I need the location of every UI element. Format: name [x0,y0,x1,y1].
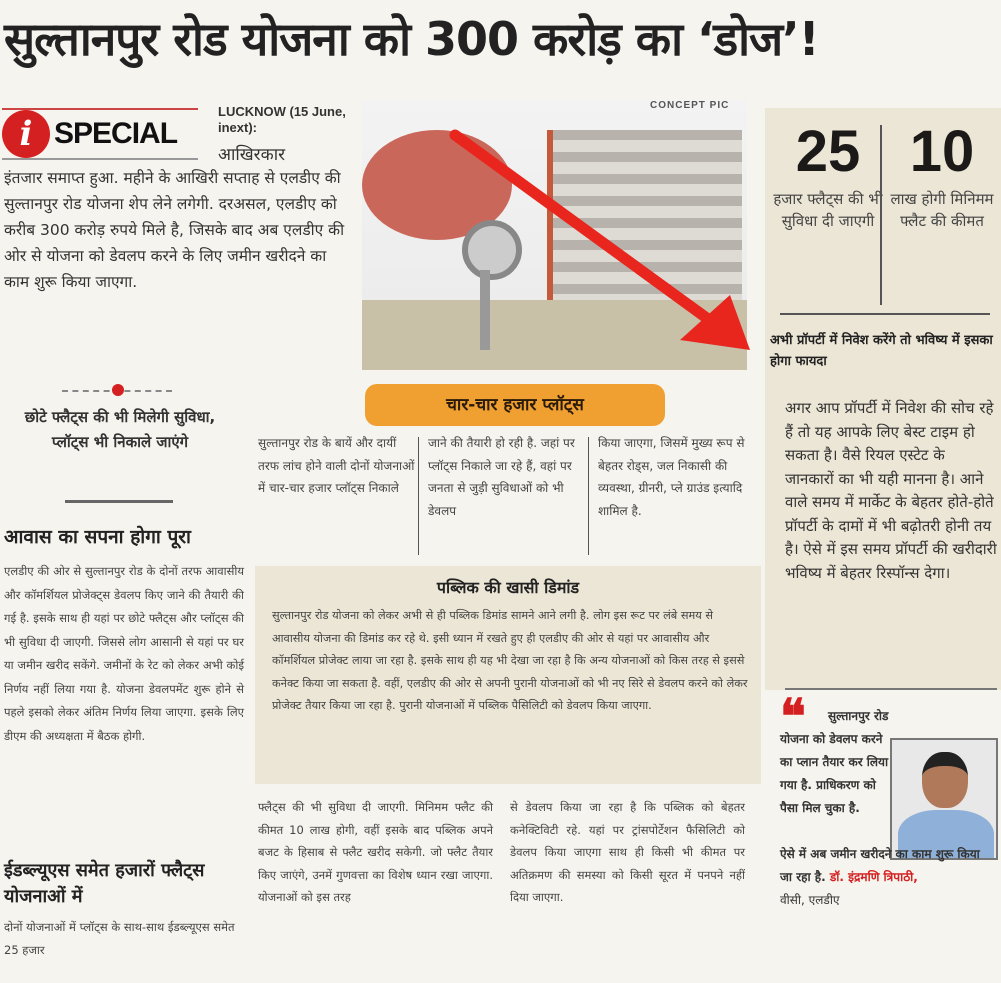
separator-dot-icon [112,384,124,396]
demand-body: सुल्तानपुर रोड योजना को लेकर अभी से ही प… [272,609,748,713]
fact-text: लाख होगी मिनिमम फ्लैट की कीमत [890,190,994,230]
headline: सुल्तानपुर रोड योजना को 300 करोड़ का ‘डो… [4,12,820,66]
quote-continuation: ऐसे में अब जमीन खरीदने का काम शुरू किया … [780,843,995,912]
awas-body: एलडीए की ओर से सुल्तानपुर रोड के दोनों त… [4,564,244,743]
red-arrow-icon [449,129,750,350]
quote-text-bottom: ऐसे में अब जमीन खरीदने का काम शुरू किया … [780,847,980,884]
ews-body: दोनों योजनाओं में प्लॉट्स के साथ-साथ ईडब… [4,920,235,957]
quote-mark-icon: ❝ [780,689,806,745]
fact-price: 10 लाख होगी मिनिमम फ्लैट की कीमत [887,120,997,232]
official-portrait [890,738,998,860]
ews-heading: ईडब्ल्यूएस समेत हजारों फ्लैट्स योजनाओं म… [4,860,205,907]
column-divider [418,437,419,555]
portrait-body [898,810,994,858]
plots-heading-pill: चार-चार हजार प्लॉट्स [365,384,665,426]
fact-divider [880,125,882,305]
quote-text: सुल्तानपुर रोड योजना को डेवलप करने का प्… [780,709,889,815]
lower-buildings-image [362,300,747,370]
fact-rule [780,313,990,315]
quote-designation: वीसी, एलडीए [780,893,840,907]
column-divider [588,437,589,555]
special-label: SPECIAL [54,117,178,150]
plots-column-1: सुल्तानपुर रोड के बायें और दायीं तरफ लां… [258,436,415,495]
fact-box: 25 हजार फ्लैट्स की भी सुविधा दी जाएगी 10… [765,108,1001,690]
fact-text: हजार फ्लैट्स की भी सुविधा दी जाएगी [773,190,883,230]
plots-column-2: जाने की तैयारी हो रही है. जहां पर प्लॉट्… [428,436,575,518]
intro-paragraph: इंतजार समाप्त हुआ. महीने के आखिरी सप्ताह… [4,169,345,291]
fact-number: 25 [795,119,861,184]
demand-heading: पब्लिक की खासी डिमांड [436,578,580,597]
subheading-rule [65,500,173,503]
photo-caption: CONCEPT PIC [650,100,730,111]
fact-flats: 25 हजार फ्लैट्स की भी सुविधा दी जाएगी [773,120,883,232]
investment-heading: अभी प्रॉपर्टी में निवेश करेंगे तो भविष्य… [770,333,993,369]
key-icon [462,220,522,280]
demand-box [255,566,761,784]
lead-first-word: आखिरकार [218,145,286,165]
bottom-column-2: से डेवलप किया जा रहा है कि पब्लिक को बेह… [510,800,745,904]
concept-photo [362,100,747,370]
special-badge: i SPECIAL [2,108,198,160]
key-blade [480,270,490,350]
plots-column-3: किया जाएगा, जिसमें मुख्य रूप से बेहतर रो… [598,436,745,518]
investment-rule [785,688,997,690]
subheading-small-flats: छोटे फ्लैट्स की भी मिलेगी सुविधा, प्लॉट्… [24,408,216,451]
i-logo-icon: i [2,110,50,158]
bottom-column-1: फ्लैट्स की भी सुविधा दी जाएगी. मिनिमम फ्… [258,800,493,904]
portrait-head [922,752,968,808]
quote-author: डॉ. इंद्रमणि त्रिपाठी, [829,870,918,884]
investment-body: अगर आप प्रॉपर्टी में निवेश की सोच रहे है… [785,399,997,582]
fact-number: 10 [909,119,975,184]
dateline: LUCKNOW (15 June, inext): [218,104,346,135]
awas-heading: आवास का सपना होगा पूरा [4,526,191,548]
